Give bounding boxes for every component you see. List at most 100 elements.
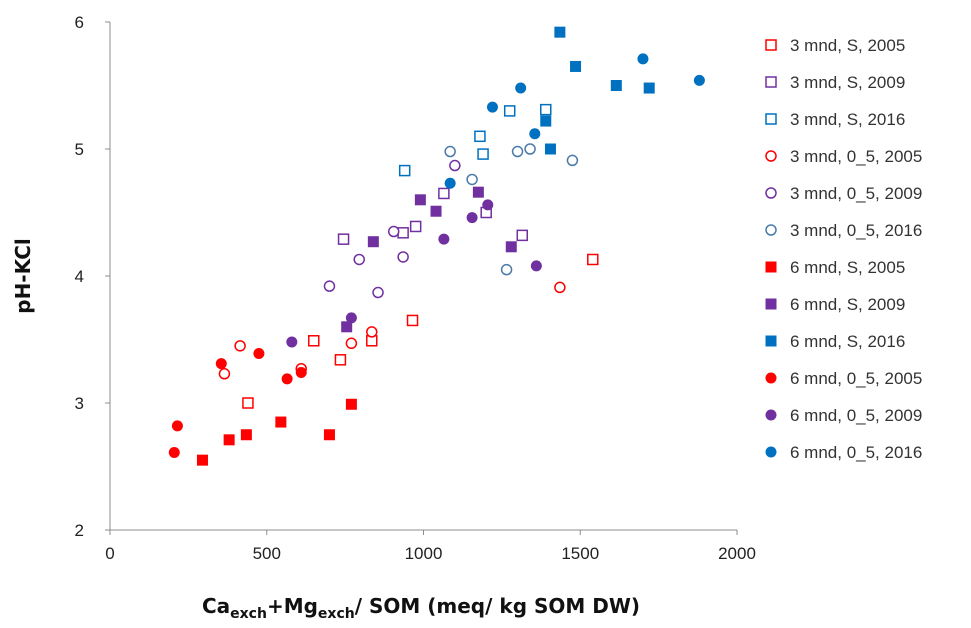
series-1 [242,253,599,409]
legend-label: 6 mnd, S, 2005 [790,258,905,277]
data-point [472,186,484,198]
x-axis-ticks: 0 500 1000 1500 2000 [105,530,756,563]
y-axis-ticks: 2 3 4 5 6 [75,13,110,540]
legend-item: 3 mnd, S, 2016 [765,110,905,129]
series-8 [341,186,517,333]
legend-label: 6 mnd, S, 2009 [790,295,905,314]
data-point [511,145,524,158]
x-tick-label: 500 [253,544,281,563]
legend-marker [765,113,777,125]
data-point [308,335,320,347]
data-point [540,103,552,116]
data-point [215,358,227,370]
legend-marker [765,409,777,421]
data-point [540,115,552,127]
data-point [341,321,353,333]
data-point [409,220,422,233]
legend-label: 3 mnd, S, 2009 [790,73,905,92]
data-point [295,367,307,379]
data-point [223,434,235,446]
data-point [482,199,494,211]
legend-item: 6 mnd, S, 2009 [765,295,905,314]
data-point [643,82,655,94]
legend-label: 3 mnd, 0_5, 2009 [790,184,922,203]
legend-label: 3 mnd, 0_5, 2016 [790,221,922,240]
data-point [438,187,450,200]
data-point [444,177,456,189]
y-tick-label: 4 [75,267,84,286]
legend-label: 6 mnd, 0_5, 2016 [790,443,922,462]
legend-label: 6 mnd, 0_5, 2009 [790,406,922,425]
axes [109,22,737,531]
data-point [168,447,180,459]
legend-item: 3 mnd, S, 2005 [765,36,905,55]
x-axis-label-part: +Mg [267,594,318,618]
x-tick-label: 1000 [405,544,443,563]
data-point [693,74,705,86]
x-axis-label-part: Ca [202,594,230,618]
series-3 [398,103,552,177]
data-point [486,101,498,113]
legend-item: 6 mnd, S, 2016 [765,332,905,351]
data-point [275,416,287,428]
legend-item: 6 mnd, 0_5, 2016 [765,443,922,462]
data-point [515,82,527,94]
data-point [323,429,335,441]
data-point [554,26,566,38]
x-tick-label: 2000 [718,544,756,563]
data-point [529,128,541,140]
y-tick-label: 3 [75,394,84,413]
legend-marker [765,372,777,384]
legend-item: 3 mnd, S, 2009 [765,73,905,92]
data-point [516,229,529,242]
series-5 [323,159,461,299]
x-axis-label: Caexch+Mgexch/ SOM (meq/ kg SOM DW) [202,594,640,622]
x-tick-label: 1500 [561,544,599,563]
data-point [505,241,517,253]
data-point [610,80,622,91]
data-point [397,227,409,239]
series-11 [286,199,542,348]
series-6 [444,143,579,276]
series-10 [168,347,307,459]
data-point [345,398,357,410]
x-tick-label: 0 [105,544,114,563]
legend-label: 3 mnd, S, 2016 [790,110,905,129]
data-point [372,286,384,299]
data-point [334,354,347,366]
data-point [466,173,478,186]
legend-label: 3 mnd, 0_5, 2005 [790,147,922,166]
data-point [286,336,298,348]
data-point [398,164,411,177]
legend-item: 3 mnd, 0_5, 2016 [765,221,922,240]
legend-label: 6 mnd, 0_5, 2005 [790,369,922,388]
data-point [242,397,254,409]
data-point [503,105,516,117]
data-point [414,194,426,206]
data-point [234,340,246,352]
data-point [387,225,400,238]
data-point [444,145,456,158]
legend: 3 mnd, S, 2005 3 mnd, S, 2009 3 mnd, S, 20… [765,36,922,462]
x-axis-label-part: / SOM (meq/ kg SOM DW) [355,594,640,618]
data-point [196,454,208,466]
data-point [397,251,409,263]
legend-item: 6 mnd, 0_5, 2009 [765,406,922,425]
data-point [406,314,419,327]
series-9 [540,26,655,155]
data-point [367,236,379,248]
data-point [570,60,582,72]
legend-marker [765,187,777,199]
data-point [218,368,231,380]
data-point [637,53,649,65]
legend-marker [765,39,777,51]
data-point [524,143,536,155]
data-point [353,253,365,266]
data-point [474,130,486,143]
data-point [477,148,489,160]
series-4 [218,281,566,380]
legend-item: 3 mnd, 0_5, 2009 [765,184,922,203]
y-tick-label: 6 [75,13,84,32]
data-point [366,326,378,338]
